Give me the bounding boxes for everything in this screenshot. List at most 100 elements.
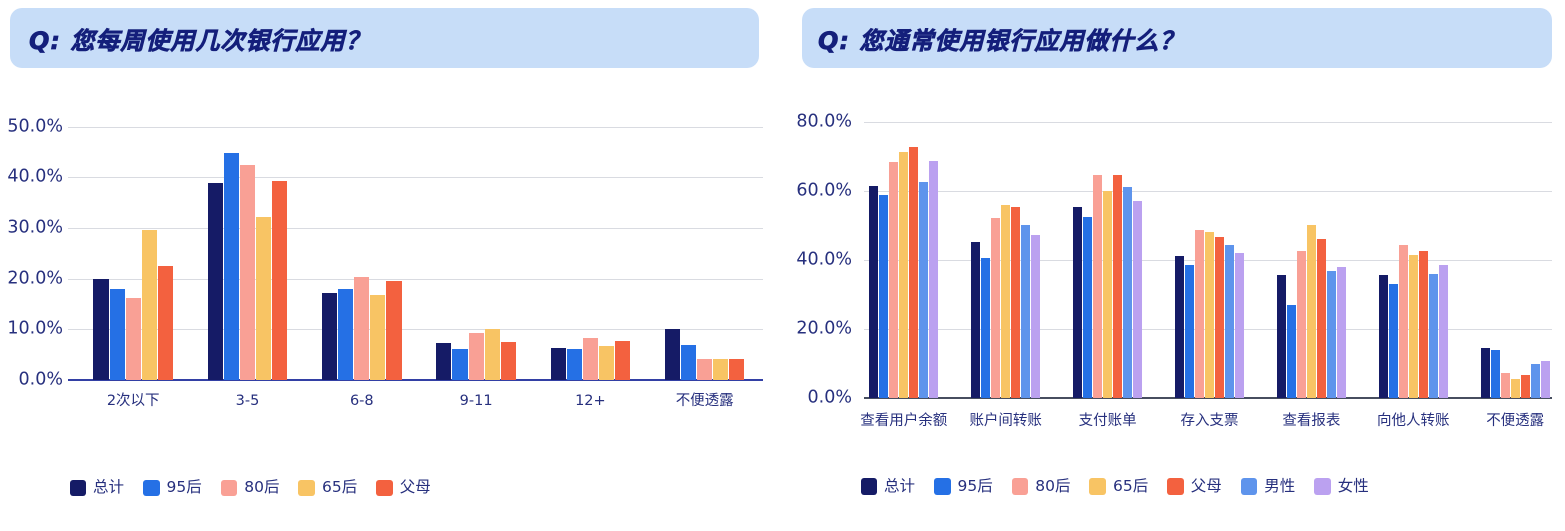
bar-weekly-usage-80后-不便透露[interactable]: [697, 359, 713, 380]
legend-item-65后[interactable]: 65后: [298, 479, 357, 496]
y-axis-tick-label: 20.0%: [796, 318, 852, 339]
bar-weekly-usage-父母-12+[interactable]: [615, 340, 631, 380]
bar-usage-purpose-父母-支付账单[interactable]: [1113, 174, 1123, 399]
bar-weekly-usage-总计-2次以下[interactable]: [93, 278, 109, 380]
bar-usage-purpose-女性-向他人转账[interactable]: [1438, 264, 1448, 399]
legend-swatch: [298, 479, 315, 496]
legend-item-父母[interactable]: 父母: [1167, 478, 1222, 495]
bar-weekly-usage-95后-9-11[interactable]: [452, 349, 468, 380]
bar-weekly-usage-父母-3-5[interactable]: [272, 181, 288, 380]
bar-usage-purpose-父母-向他人转账[interactable]: [1418, 251, 1428, 399]
bar-usage-purpose-总计-不便透露[interactable]: [1480, 348, 1490, 399]
bar-usage-purpose-总计-存入支票[interactable]: [1174, 255, 1185, 399]
bar-weekly-usage-80后-3-5[interactable]: [239, 164, 256, 380]
legend-item-父母[interactable]: 父母: [376, 479, 431, 496]
bar-usage-purpose-父母-账户间转账[interactable]: [1011, 207, 1021, 399]
x-axis-category-label: 不便透露: [1486, 413, 1545, 429]
bar-weekly-usage-65后-12+[interactable]: [598, 345, 615, 380]
bar-usage-purpose-女性-查看用户余额[interactable]: [929, 160, 939, 399]
bar-usage-purpose-95后-不便透露[interactable]: [1490, 350, 1500, 399]
legend-item-80后[interactable]: 80后: [1011, 478, 1070, 495]
bar-weekly-usage-总计-9-11[interactable]: [436, 342, 452, 380]
bar-usage-purpose-95后-存入支票[interactable]: [1184, 265, 1195, 399]
bar-weekly-usage-65后-6-8[interactable]: [370, 295, 386, 380]
bar-weekly-usage-80后-2次以下[interactable]: [125, 297, 141, 380]
bar-usage-purpose-父母-不便透露[interactable]: [1520, 375, 1530, 399]
bar-weekly-usage-父母-不便透露[interactable]: [729, 358, 745, 380]
bar-usage-purpose-男性-查看报表[interactable]: [1326, 271, 1336, 399]
legend-item-总计[interactable]: 总计: [860, 478, 915, 495]
bar-usage-purpose-总计-查看用户余额[interactable]: [869, 186, 879, 399]
bar-usage-purpose-父母-存入支票[interactable]: [1214, 236, 1225, 399]
bar-weekly-usage-65后-不便透露[interactable]: [713, 359, 729, 380]
bar-usage-purpose-女性-查看报表[interactable]: [1336, 267, 1346, 399]
bar-usage-purpose-男性-存入支票[interactable]: [1224, 245, 1235, 399]
bar-usage-purpose-65后-支付账单[interactable]: [1103, 191, 1113, 399]
legend: 总计 95后 80后 65后 父母: [69, 479, 431, 496]
bar-usage-purpose-95后-向他人转账[interactable]: [1388, 284, 1398, 399]
bar-usage-purpose-总计-查看报表[interactable]: [1276, 275, 1286, 399]
bar-usage-purpose-95后-查看报表[interactable]: [1286, 305, 1296, 399]
legend-swatch: [1314, 478, 1331, 495]
bar-usage-purpose-女性-账户间转账[interactable]: [1031, 235, 1041, 399]
bar-usage-purpose-男性-查看用户余额[interactable]: [919, 182, 929, 399]
bar-usage-purpose-总计-账户间转账[interactable]: [971, 242, 981, 399]
bar-weekly-usage-95后-不便透露[interactable]: [681, 345, 697, 380]
bar-usage-purpose-男性-账户间转账[interactable]: [1021, 225, 1031, 399]
bar-usage-purpose-65后-向他人转账[interactable]: [1408, 254, 1418, 399]
bar-usage-purpose-女性-支付账单[interactable]: [1133, 200, 1143, 399]
bar-weekly-usage-65后-9-11[interactable]: [484, 328, 500, 380]
bar-usage-purpose-男性-支付账单[interactable]: [1123, 187, 1133, 399]
bar-usage-purpose-男性-不便透露[interactable]: [1530, 364, 1540, 399]
legend-item-95后[interactable]: 95后: [143, 479, 202, 496]
bar-usage-purpose-65后-查看用户余额[interactable]: [899, 152, 909, 399]
bar-usage-purpose-95后-支付账单[interactable]: [1083, 217, 1093, 399]
bar-weekly-usage-95后-6-8[interactable]: [338, 289, 354, 380]
bar-weekly-usage-95后-12+[interactable]: [566, 349, 582, 380]
bar-usage-purpose-80后-支付账单[interactable]: [1093, 174, 1103, 399]
bar-usage-purpose-总计-支付账单[interactable]: [1073, 207, 1083, 399]
bar-usage-purpose-女性-存入支票[interactable]: [1234, 252, 1245, 399]
bar-usage-purpose-95后-查看用户余额[interactable]: [879, 195, 889, 399]
legend-swatch: [69, 479, 86, 496]
bar-usage-purpose-65后-不便透露[interactable]: [1510, 378, 1520, 399]
bar-weekly-usage-父母-2次以下[interactable]: [157, 265, 173, 380]
y-axis-tick-label: 10.0%: [7, 318, 63, 339]
bar-weekly-usage-80后-12+[interactable]: [582, 338, 598, 380]
bar-usage-purpose-80后-查看用户余额[interactable]: [889, 162, 899, 399]
bar-usage-purpose-父母-查看报表[interactable]: [1316, 238, 1326, 399]
bar-usage-purpose-95后-账户间转账[interactable]: [981, 258, 991, 399]
bar-weekly-usage-总计-12+[interactable]: [550, 348, 566, 380]
bar-usage-purpose-男性-向他人转账[interactable]: [1428, 273, 1438, 399]
bar-usage-purpose-65后-账户间转账[interactable]: [1001, 205, 1011, 399]
bar-weekly-usage-总计-3-5[interactable]: [207, 182, 223, 380]
legend-item-女性[interactable]: 女性: [1314, 478, 1369, 495]
bar-weekly-usage-65后-2次以下[interactable]: [141, 230, 157, 380]
bar-weekly-usage-父母-6-8[interactable]: [386, 281, 402, 380]
bar-weekly-usage-65后-3-5[interactable]: [256, 217, 272, 380]
bar-weekly-usage-总计-6-8[interactable]: [322, 293, 338, 380]
bar-usage-purpose-女性-不便透露[interactable]: [1540, 360, 1550, 399]
legend-item-80后[interactable]: 80后: [220, 479, 279, 496]
legend-item-95后[interactable]: 95后: [934, 478, 993, 495]
bar-usage-purpose-80后-不便透露[interactable]: [1500, 372, 1510, 399]
bar-weekly-usage-95后-3-5[interactable]: [223, 152, 239, 380]
bar-weekly-usage-总计-不便透露[interactable]: [664, 329, 681, 380]
bar-usage-purpose-65后-存入支票[interactable]: [1204, 231, 1215, 399]
bar-weekly-usage-80后-6-8[interactable]: [354, 277, 370, 380]
bar-usage-purpose-80后-查看报表[interactable]: [1296, 251, 1306, 399]
legend-item-男性[interactable]: 男性: [1240, 478, 1295, 495]
x-axis-category-label: 查看用户余额: [860, 413, 948, 429]
bar-weekly-usage-父母-9-11[interactable]: [500, 342, 516, 380]
bar-usage-purpose-父母-查看用户余额[interactable]: [909, 147, 919, 399]
legend-item-65后[interactable]: 65后: [1089, 478, 1148, 495]
bar-usage-purpose-总计-向他人转账[interactable]: [1378, 275, 1388, 399]
bar-usage-purpose-65后-查看报表[interactable]: [1306, 225, 1316, 399]
bar-weekly-usage-95后-2次以下[interactable]: [109, 288, 125, 380]
legend-item-总计[interactable]: 总计: [69, 479, 124, 496]
bar-usage-purpose-80后-存入支票[interactable]: [1194, 230, 1205, 399]
bar-weekly-usage-80后-9-11[interactable]: [468, 333, 484, 380]
bar-usage-purpose-80后-向他人转账[interactable]: [1398, 245, 1408, 399]
bar-usage-purpose-80后-账户间转账[interactable]: [991, 218, 1001, 399]
x-axis-category-label: 存入支票: [1180, 413, 1239, 429]
